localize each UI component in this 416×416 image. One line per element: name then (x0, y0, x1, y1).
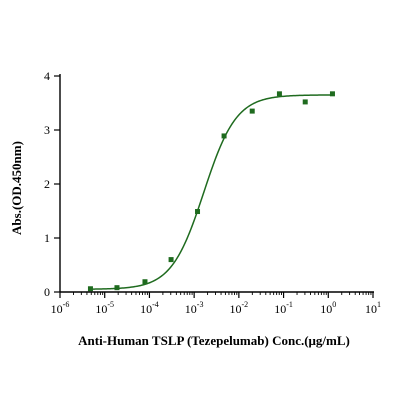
fit-curve-layer (89, 94, 334, 290)
x-tick-label: 10-1 (274, 300, 293, 316)
x-tick-label: 10-2 (230, 300, 249, 316)
x-tick-exponent: -2 (242, 300, 249, 309)
x-tick-base: 10 (140, 302, 152, 316)
data-point (114, 285, 120, 291)
data-point (87, 286, 93, 292)
x-tick-exponent: -1 (286, 300, 293, 309)
y-axis: 0 1 2 3 4 (44, 69, 61, 299)
x-tick-base: 10 (274, 302, 286, 316)
x-tick-label: 10-3 (185, 300, 204, 316)
data-point (168, 257, 174, 263)
x-tick-exponent: -3 (197, 300, 204, 309)
x-tick-exponent: -6 (63, 300, 70, 309)
x-tick-label: 100 (320, 300, 336, 316)
x-tick-exponent: 1 (377, 300, 381, 309)
data-point (142, 279, 148, 285)
x-tick-exponent: -4 (152, 300, 159, 309)
x-tick-base: 10 (365, 302, 377, 316)
x-tick-label: 101 (365, 300, 381, 316)
data-point (221, 133, 227, 139)
data-point (302, 99, 308, 105)
y-tick-label: 3 (44, 123, 50, 137)
data-point (249, 108, 255, 114)
x-tick-exponent: -5 (107, 300, 114, 309)
x-tick-exponent: 0 (332, 300, 336, 309)
data-point (329, 91, 335, 97)
x-tick-base: 10 (185, 302, 197, 316)
y-tick-label: 0 (44, 285, 50, 299)
y-tick-label: 4 (44, 69, 50, 83)
y-tick-label: 2 (44, 177, 50, 191)
x-tick-base: 10 (320, 302, 332, 316)
y-axis-title: Abs.(OD.450nm) (9, 141, 24, 235)
data-points-layer (87, 91, 335, 292)
x-axis: 10-6 10-5 10-4 10-3 10-2 10-1 100 101 (51, 291, 381, 316)
y-tick-label: 1 (44, 231, 50, 245)
x-tick-label: 10-6 (51, 300, 70, 316)
data-point (276, 91, 282, 97)
x-axis-title: Anti-Human TSLP (Tezepelumab) Conc.(μg/m… (78, 333, 350, 348)
x-tick-base: 10 (51, 302, 63, 316)
x-tick-base: 10 (95, 302, 107, 316)
x-tick-label: 10-4 (140, 300, 159, 316)
x-tick-base: 10 (230, 302, 242, 316)
data-point (195, 209, 201, 215)
fit-curve (89, 94, 334, 290)
x-tick-label: 10-5 (95, 300, 114, 316)
